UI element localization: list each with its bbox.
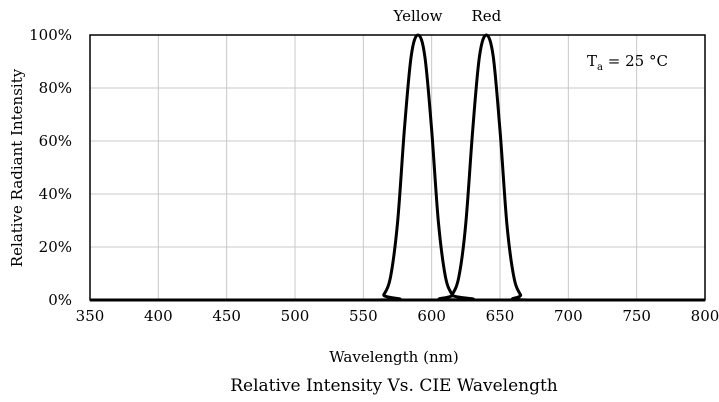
series-label-yellow: Yellow <box>393 7 443 25</box>
x-tick-label: 800 <box>691 307 719 325</box>
y-tick-label: 60% <box>39 132 72 150</box>
x-tick-label: 400 <box>144 307 173 325</box>
series-line-red <box>89 33 705 302</box>
annotation-subscript: a <box>597 62 603 73</box>
series-labels: Yellow Red <box>393 7 502 25</box>
series-label-red: Red <box>471 7 501 25</box>
plot-frame <box>89 34 706 301</box>
y-tick-labels: 0% 20% 40% 60% 80% 100% <box>29 26 72 309</box>
x-tick-label: 750 <box>622 307 651 325</box>
x-tick-label: 550 <box>349 307 378 325</box>
x-tick-label: 700 <box>554 307 583 325</box>
grid <box>90 35 705 300</box>
y-tick-label: 80% <box>39 79 72 97</box>
x-tick-label: 500 <box>281 307 310 325</box>
annotation-base: T <box>587 52 597 70</box>
y-tick-label: 0% <box>48 291 72 309</box>
x-tick-label: 650 <box>486 307 515 325</box>
x-tick-label: 350 <box>76 307 105 325</box>
series-layer <box>89 33 705 302</box>
chart-title: Relative Intensity Vs. CIE Wavelength <box>230 376 558 396</box>
y-tick-label: 100% <box>29 26 72 44</box>
x-axis-label: Wavelength (nm) <box>329 348 458 366</box>
x-tick-label: 600 <box>417 307 446 325</box>
annotation-rest: = 25 °C <box>603 52 668 70</box>
x-tick-labels: 350 400 450 500 550 600 650 700 750 800 <box>76 307 719 325</box>
temperature-annotation: Ta = 25 °C <box>587 52 668 73</box>
y-axis-label: Relative Radiant Intensity <box>8 68 26 267</box>
y-tick-label: 20% <box>39 238 72 256</box>
series-line-yellow <box>89 33 705 302</box>
x-tick-label: 450 <box>212 307 241 325</box>
y-tick-label: 40% <box>39 185 72 203</box>
